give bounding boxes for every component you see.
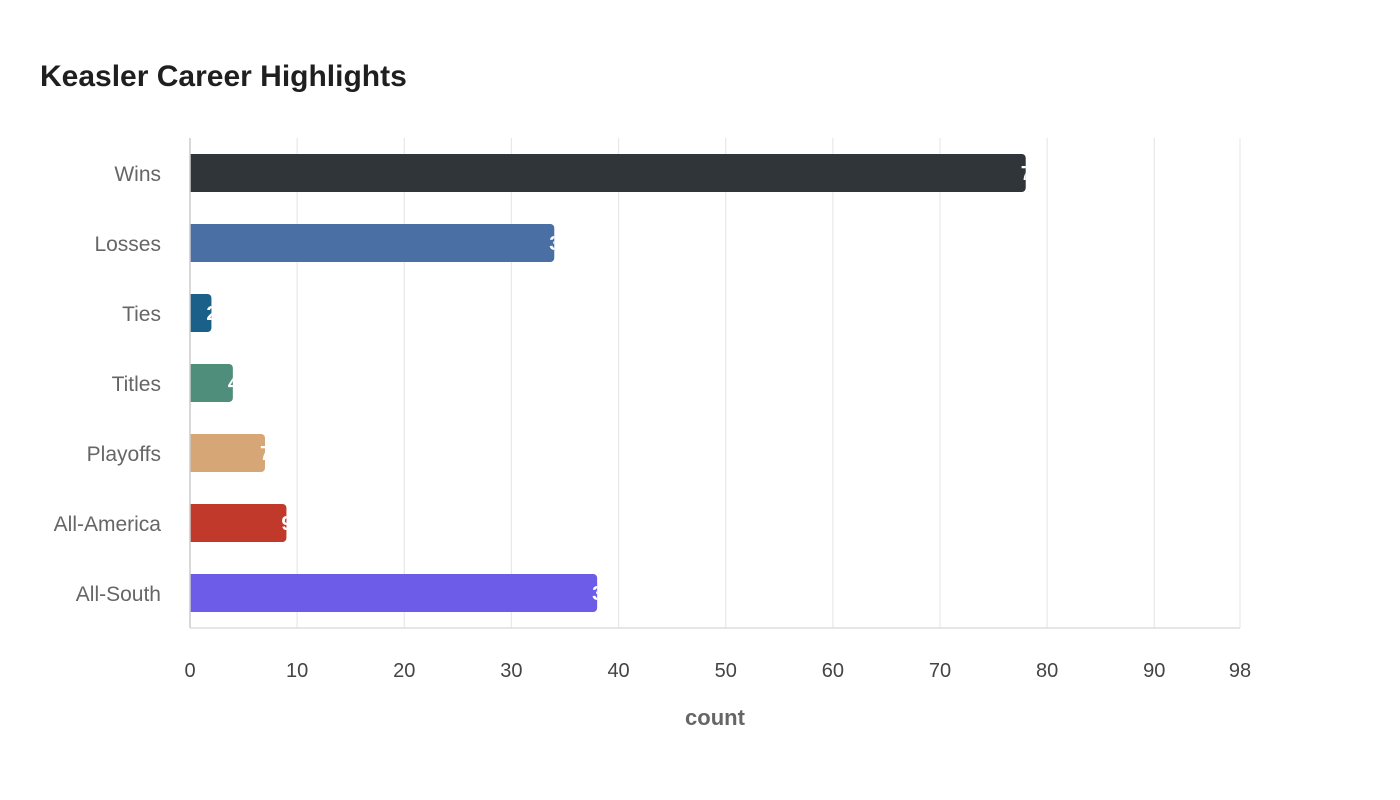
x-tick-label: 98 <box>1229 660 1251 682</box>
x-tick-label: 50 <box>715 660 737 682</box>
x-tick-label: 10 <box>286 660 308 682</box>
data-label: 34 <box>549 233 572 255</box>
bar-all-america[interactable] <box>190 504 287 542</box>
gridlines <box>296 138 1241 628</box>
data-label: 9 <box>281 513 292 535</box>
category-labels: Wins Losses Ties Titles Playoffs All-America A… <box>54 163 162 606</box>
bar-base <box>190 434 196 472</box>
category-label: Losses <box>94 233 161 256</box>
x-tick-label: 20 <box>393 660 415 682</box>
x-tick-labels: 0 10 20 30 40 50 60 70 80 90 98 <box>184 660 1251 682</box>
bar-base <box>190 574 196 612</box>
category-label: Titles <box>112 373 161 396</box>
category-label: Playoffs <box>87 443 161 466</box>
bar-base <box>190 364 196 402</box>
data-label: 38 <box>592 583 614 605</box>
category-label: All-South <box>76 583 161 606</box>
bar-base <box>190 294 196 332</box>
x-tick-label: 70 <box>929 660 951 682</box>
x-tick-label: 0 <box>184 660 195 682</box>
data-label: 7 <box>260 443 271 465</box>
x-tick-label: 80 <box>1036 660 1058 682</box>
bar-base <box>190 504 196 542</box>
x-tick-label: 90 <box>1143 660 1165 682</box>
data-label: 2 <box>206 303 217 325</box>
axes <box>189 138 1240 629</box>
bars: 78 34 2 4 7 9 38 <box>190 154 1043 612</box>
bar-all-south[interactable] <box>190 574 598 612</box>
category-label: Ties <box>122 303 161 326</box>
data-label: 4 <box>228 373 240 395</box>
bar-base <box>190 224 196 262</box>
x-tick-label: 40 <box>607 660 629 682</box>
bar-base <box>190 154 196 192</box>
x-tick-label: 60 <box>822 660 844 682</box>
bar-wins[interactable] <box>190 154 1026 192</box>
x-axis-title: count <box>685 705 746 730</box>
data-label: 78 <box>1021 163 1043 185</box>
bar-titles[interactable] <box>190 364 233 402</box>
x-tick-label: 30 <box>500 660 522 682</box>
category-label: Wins <box>114 163 161 186</box>
bar-losses[interactable] <box>190 224 555 262</box>
category-label: All-America <box>54 513 162 536</box>
bar-playoffs[interactable] <box>190 434 265 472</box>
chart-title: Keasler Career Highlights <box>40 60 407 93</box>
